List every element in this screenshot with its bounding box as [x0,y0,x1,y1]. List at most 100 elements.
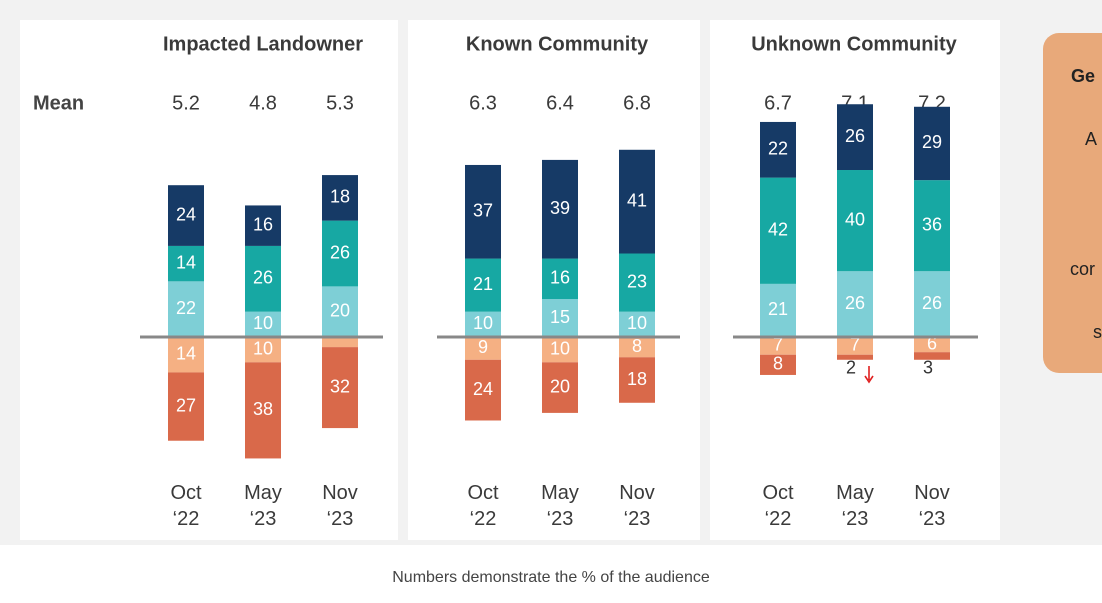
bar-segment [322,286,358,337]
value-label: 10 [473,313,493,333]
bar-segment [168,281,204,337]
x-tick-label: Nov ‘23 [322,482,358,530]
value-label: 10 [627,313,647,333]
bar-segment [168,185,204,246]
value-label: 14 [176,343,196,363]
x-tick-label: May ‘23 [541,482,579,530]
value-label: 10 [550,338,570,358]
callout-line: A [1085,129,1097,149]
value-label: 29 [922,132,942,152]
bar-segment [168,245,204,282]
value-label: 24 [473,379,493,399]
bar-segment [168,372,204,441]
value-label: 24 [176,204,196,224]
x-tick-label: Nov ‘23 [914,482,950,530]
value-label: 7 [850,335,860,355]
bar-segment [619,149,655,254]
bar-segment [322,175,358,221]
mean-value: 6.3 [469,92,497,114]
bar-segment [465,258,501,312]
value-label: 41 [627,190,647,210]
value-label: 8 [632,336,642,356]
bar-segment [322,347,358,429]
bar-segment [914,106,950,181]
value-label: 3 [923,358,933,378]
bar-segment [465,337,501,360]
value-label: 23 [627,271,647,291]
panel-title: Impacted Landowner [163,33,363,55]
mean-value: 4.8 [249,92,277,114]
x-tick-label: Oct ‘22 [762,482,794,530]
panel-title: Unknown Community [751,33,957,55]
bar-segment [619,253,655,312]
value-label: 39 [550,198,570,218]
bar-segment [245,362,281,459]
mean-value: 6.8 [623,92,651,114]
bar-segment [542,159,578,259]
bar-segment [914,180,950,272]
mean-value: 5.3 [326,92,354,114]
value-label: 16 [550,268,570,288]
bar-segment [465,359,501,421]
value-label: 26 [330,242,350,262]
callout-line: cor [1070,259,1095,279]
value-label: 7 [773,335,783,355]
note: Numbers demonstrate the % of the audienc… [392,569,710,586]
bar-segment [837,170,873,272]
down-arrow [864,366,874,384]
bar-segment [245,245,281,312]
x-tick-label: Nov ‘23 [619,482,655,530]
x-tick-label: Oct ‘22 [170,482,202,530]
value-label: 26 [922,293,942,313]
bar-segment [542,337,578,363]
value-label: 10 [253,338,273,358]
bar-segment [619,357,655,403]
bar-segment [245,311,281,337]
value-label: 21 [473,274,493,294]
callout [1043,33,1102,373]
mean-value: 5.2 [172,92,200,114]
mean-label: Mean [33,92,84,114]
value-label: 22 [768,139,788,159]
value-label: 27 [176,395,196,415]
bar-segment [914,271,950,337]
bar-segment [837,337,873,355]
bar-segment [760,337,796,355]
bar-segment [760,354,796,375]
bar-segment [465,311,501,337]
bar-segment [542,258,578,300]
bar-segment [619,311,655,337]
value-label: 40 [845,209,865,229]
value-label: 18 [330,187,350,207]
x-tick-label: Oct ‘22 [467,482,499,530]
value-label: 22 [176,298,196,318]
value-label: 32 [330,376,350,396]
bar-segment [168,337,204,373]
value-label: 36 [922,214,942,234]
value-label: 9 [478,337,488,357]
value-label: 20 [330,300,350,320]
value-label: 10 [253,313,273,333]
value-label: 14 [176,252,196,272]
value-label: 6 [927,333,937,353]
bar-segment [837,354,873,360]
value-label: 16 [253,214,273,234]
bar-segment [619,337,655,358]
value-label: 15 [550,307,570,327]
value-label: 26 [845,293,865,313]
bar-segment [914,337,950,353]
x-tick-label: May ‘23 [836,482,874,530]
value-label: 20 [550,376,570,396]
bar-segment [760,121,796,178]
value-label: 26 [845,126,865,146]
footer-bg [0,545,1102,603]
callout-line: s [1093,322,1102,342]
mean-value: 6.4 [546,92,574,114]
bar-segment [837,104,873,171]
x-tick-label: May ‘23 [244,482,282,530]
mean-value: 6.7 [764,92,792,114]
value-label: 26 [253,268,273,288]
panel-title: Known Community [466,33,649,55]
